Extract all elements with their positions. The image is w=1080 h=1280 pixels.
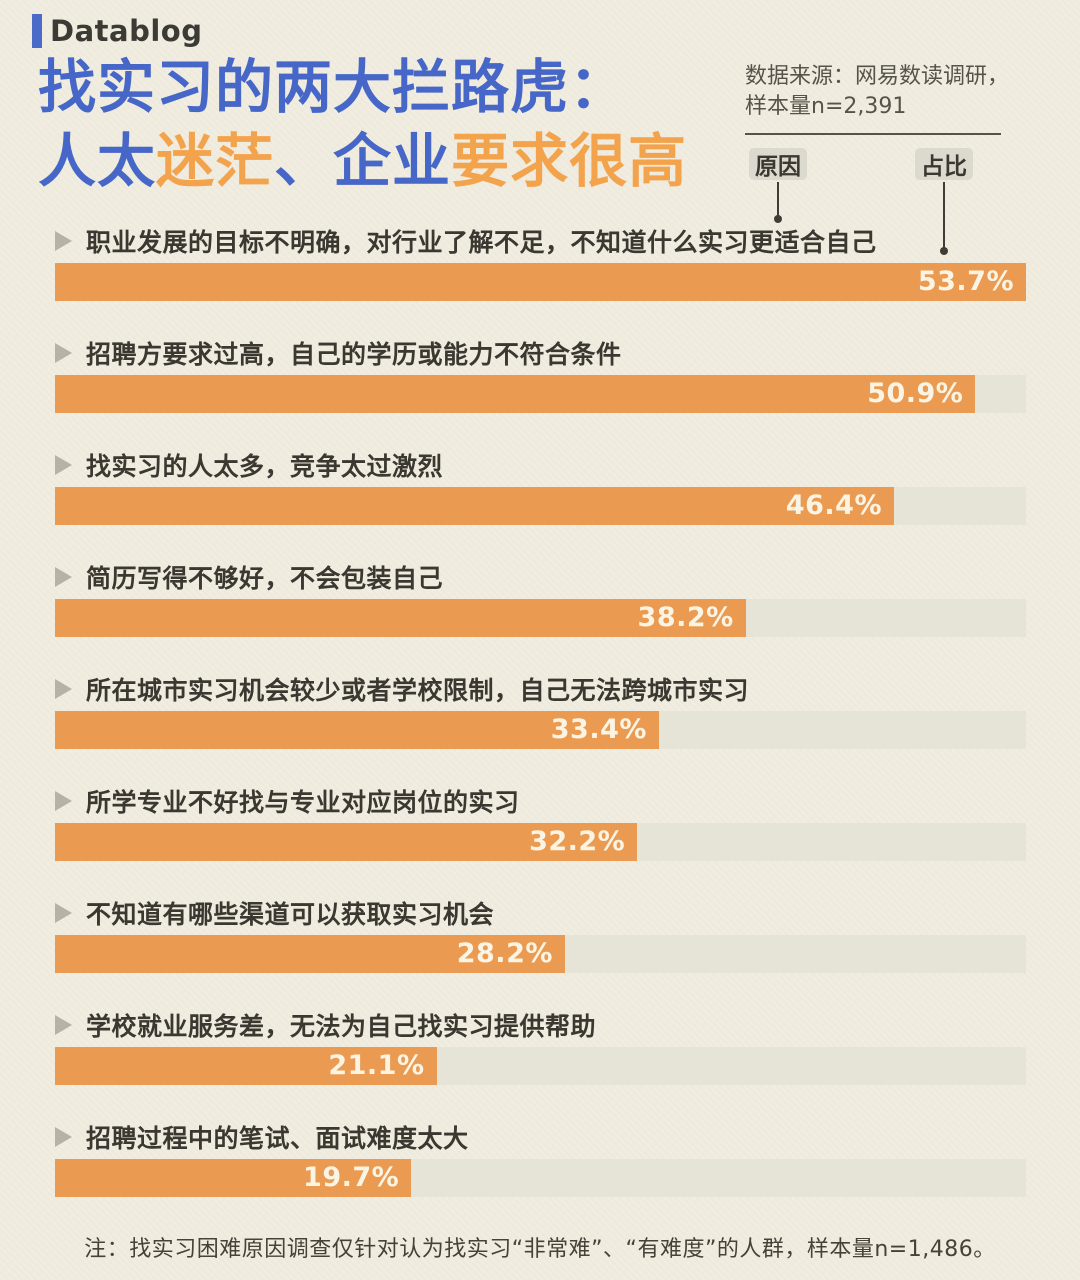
row-label: 不知道有哪些渠道可以获取实习机会 <box>55 898 1026 929</box>
triangle-bullet-icon <box>55 903 72 923</box>
row-label: 职业发展的目标不明确，对行业了解不足，不知道什么实习更适合自己 <box>55 226 1026 257</box>
share-pointer-line <box>940 182 948 255</box>
chart-row: 不知道有哪些渠道可以获取实习机会 28.2% <box>55 898 1026 973</box>
chart-row: 招聘方要求过高，自己的学历或能力不符合条件 50.9% <box>55 338 1026 413</box>
row-percent: 28.2% <box>456 938 553 969</box>
title-segment: 企业 <box>333 127 452 195</box>
footnote: 注：找实习困难原因调查仅针对认为找实习“非常难”、“有难度”的人群，样本量n=1… <box>84 1237 996 1262</box>
chart-row: 简历写得不够好，不会包装自己 38.2% <box>55 562 1026 637</box>
row-percent: 50.9% <box>867 378 964 409</box>
row-bar: 28.2% <box>55 935 565 973</box>
row-bar: 53.7% <box>55 263 1026 301</box>
page-title: 找实习的两大拦路虎： 人太迷茫、企业要求很高 <box>38 50 687 198</box>
title-line-2: 人太迷茫、企业要求很高 <box>38 124 687 198</box>
title-segment: 人太 <box>38 127 157 195</box>
row-label: 简历写得不够好，不会包装自己 <box>55 562 1026 593</box>
bar-track: 33.4% <box>55 711 1026 749</box>
row-label-text: 所在城市实习机会较少或者学校限制，自己无法跨城市实习 <box>86 676 750 705</box>
row-label-text: 所学专业不好找与专业对应岗位的实习 <box>86 788 520 817</box>
row-percent: 38.2% <box>637 602 734 633</box>
triangle-bullet-icon <box>55 1015 72 1035</box>
bar-track: 32.2% <box>55 823 1026 861</box>
row-label-text: 学校就业服务差，无法为自己找实习提供帮助 <box>86 1012 597 1041</box>
row-percent: 19.7% <box>303 1162 400 1193</box>
triangle-bullet-icon <box>55 455 72 475</box>
row-bar: 32.2% <box>55 823 638 861</box>
title-line-1: 找实习的两大拦路虎： <box>38 50 687 124</box>
row-label: 学校就业服务差，无法为自己找实习提供帮助 <box>55 1010 1026 1041</box>
triangle-bullet-icon <box>55 343 72 363</box>
title-segment: 、 <box>274 127 334 195</box>
title-segment: 迷茫 <box>156 127 275 195</box>
row-label-text: 招聘方要求过高，自己的学历或能力不符合条件 <box>86 340 622 369</box>
source-divider <box>745 133 1001 135</box>
bar-track: 46.4% <box>55 487 1026 525</box>
legend-share-chip: 占比 <box>915 148 973 180</box>
legend-reason-chip: 原因 <box>749 148 807 180</box>
reason-pointer-line <box>774 182 782 223</box>
row-percent: 46.4% <box>785 490 882 521</box>
brand-accent-bar-icon <box>32 14 42 48</box>
bar-chart: 职业发展的目标不明确，对行业了解不足，不知道什么实习更适合自己 53.7% 招聘方要… <box>55 226 1026 1234</box>
triangle-bullet-icon <box>55 567 72 587</box>
chart-row: 招聘过程中的笔试、面试难度太大 19.7% <box>55 1122 1026 1197</box>
bar-track: 53.7% <box>55 263 1026 301</box>
triangle-bullet-icon <box>55 231 72 251</box>
brand-label: Datablog <box>50 14 203 48</box>
data-source: 数据来源：网易数读调研， 样本量n=2,391 <box>745 62 1025 135</box>
title-segment: 找实习的两大拦路虎： <box>38 53 629 121</box>
row-label: 找实习的人太多，竞争太过激烈 <box>55 450 1026 481</box>
source-line-2: 样本量n=2,391 <box>745 94 907 119</box>
share-pointer-dot-icon <box>940 247 948 255</box>
row-bar: 21.1% <box>55 1047 437 1085</box>
reason-pointer-dot-icon <box>774 215 782 223</box>
source-line-1: 数据来源：网易数读调研， <box>745 64 1010 89</box>
row-bar: 19.7% <box>55 1159 412 1197</box>
row-label: 所学专业不好找与专业对应岗位的实习 <box>55 786 1026 817</box>
row-percent: 33.4% <box>550 714 647 745</box>
legend-reason-label: 原因 <box>755 154 801 180</box>
bar-track: 50.9% <box>55 375 1026 413</box>
row-percent: 21.1% <box>328 1050 425 1081</box>
chart-row: 找实习的人太多，竞争太过激烈 46.4% <box>55 450 1026 525</box>
row-label-text: 简历写得不够好，不会包装自己 <box>86 564 444 593</box>
row-bar: 38.2% <box>55 599 746 637</box>
row-label: 招聘过程中的笔试、面试难度太大 <box>55 1122 1026 1153</box>
triangle-bullet-icon <box>55 679 72 699</box>
row-bar: 33.4% <box>55 711 659 749</box>
chart-row: 所在城市实习机会较少或者学校限制，自己无法跨城市实习 33.4% <box>55 674 1026 749</box>
row-label-text: 职业发展的目标不明确，对行业了解不足，不知道什么实习更适合自己 <box>86 228 877 257</box>
row-label: 招聘方要求过高，自己的学历或能力不符合条件 <box>55 338 1026 369</box>
row-label-text: 找实习的人太多，竞争太过激烈 <box>86 452 444 481</box>
legend-share-label: 占比 <box>921 154 967 180</box>
row-bar: 46.4% <box>55 487 894 525</box>
bar-track: 19.7% <box>55 1159 1026 1197</box>
row-label-text: 招聘过程中的笔试、面试难度太大 <box>86 1124 469 1153</box>
bar-track: 28.2% <box>55 935 1026 973</box>
chart-row: 职业发展的目标不明确，对行业了解不足，不知道什么实习更适合自己 53.7% <box>55 226 1026 301</box>
row-percent: 32.2% <box>529 826 626 857</box>
row-label: 所在城市实习机会较少或者学校限制，自己无法跨城市实习 <box>55 674 1026 705</box>
brand: Datablog <box>32 14 202 48</box>
bar-track: 21.1% <box>55 1047 1026 1085</box>
row-label-text: 不知道有哪些渠道可以获取实习机会 <box>86 900 495 929</box>
row-percent: 53.7% <box>917 266 1014 297</box>
title-segment: 要求很高 <box>451 127 688 195</box>
triangle-bullet-icon <box>55 791 72 811</box>
chart-row: 学校就业服务差，无法为自己找实习提供帮助 21.1% <box>55 1010 1026 1085</box>
chart-row: 所学专业不好找与专业对应岗位的实习 32.2% <box>55 786 1026 861</box>
triangle-bullet-icon <box>55 1127 72 1147</box>
bar-track: 38.2% <box>55 599 1026 637</box>
row-bar: 50.9% <box>55 375 976 413</box>
